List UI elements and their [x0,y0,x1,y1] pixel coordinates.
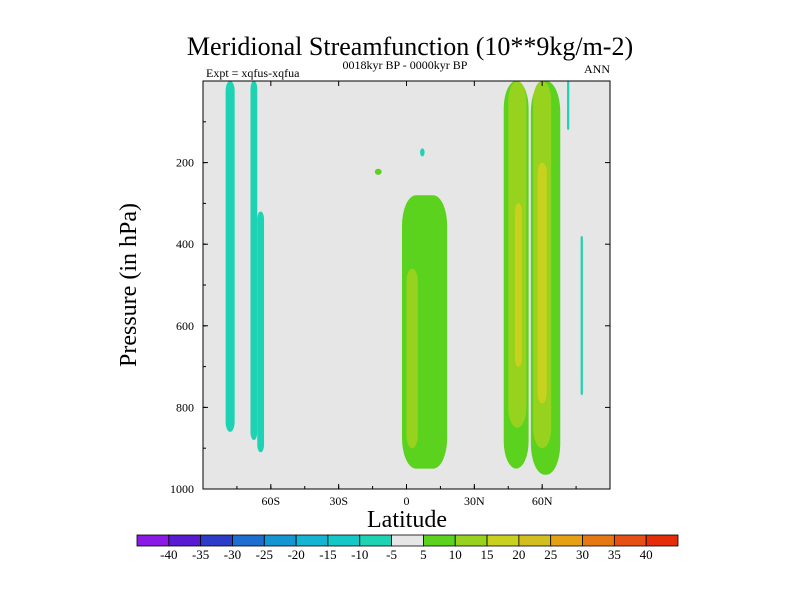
colorbar-box [263,534,297,547]
y-tick-label: 800 [176,400,194,414]
x-tick-label: 0 [404,494,410,508]
colorbar-box [550,534,583,547]
x-axis-label: Latitude [367,507,447,533]
colorbar: -40 -35 -30 -25 -20 -15 -10 -5 5 10 15 20 25 30 35 40 [136,534,679,562]
colorbar-label: 10 [449,547,462,562]
colorbar-box [518,534,552,547]
colorbar-label: -10 [351,547,368,562]
colorbar-label: -5 [386,547,397,562]
colorbar-box [582,534,615,547]
colorbar-box [327,534,361,547]
colorbar-label: -15 [319,547,336,562]
contour-region-15 [537,162,547,404]
colorbar-box [136,534,170,547]
colorbar-label: 30 [576,547,589,562]
contour-regions [225,81,583,475]
contour-region-3 [257,211,265,453]
contour-region-6 [580,236,583,396]
contour-region-1 [225,81,235,432]
colorbar-box [454,534,488,547]
colorbar-box [200,534,233,547]
y-tick-label: 400 [176,237,194,251]
colorbar-label: -20 [287,547,304,562]
colorbar-box [295,534,329,547]
contour-region-4 [420,148,425,157]
colorbar-label: 20 [512,547,525,562]
colorbar-box [645,534,679,547]
colorbar-label: 40 [640,547,653,562]
x-tick-label: 60N [532,494,553,508]
colorbar-label: -35 [192,547,209,562]
y-tick-label: 600 [176,319,194,333]
y-tick-label: 1000 [170,482,194,496]
colorbar-label: -30 [224,547,241,562]
x-tick-label: 30N [464,494,485,508]
contour-region-9 [406,268,418,449]
colorbar-box [232,534,265,547]
colorbar-box [391,534,424,547]
contour-region-2 [250,81,258,441]
colorbar-label: 35 [608,547,621,562]
season-label: ANN [584,62,610,76]
colorbar-label: 5 [420,547,427,562]
experiment-label: Expt = xqfus-xqfua [206,66,300,80]
colorbar-box [423,534,456,547]
colorbar-box [613,534,647,547]
contour-region-12 [515,203,522,367]
colorbar-box [486,534,520,547]
colorbar-label: -25 [256,547,273,562]
x-tick-label: 60S [261,494,280,508]
x-axis: 60S 30S 0 30N 60N [202,81,611,508]
colorbar-box [359,534,392,547]
x-tick-label: 30S [329,494,348,508]
contour-region-5 [567,81,570,130]
colorbar-label: 25 [544,547,557,562]
colorbar-label: -40 [160,547,177,562]
y-axis: 200 400 600 800 1000 [170,121,610,496]
contour-region-7 [374,168,382,175]
y-axis-label: Pressure (in hPa) [116,203,142,367]
y-tick-label: 200 [176,156,194,170]
colorbar-label: 15 [481,547,494,562]
colorbar-box [168,534,202,547]
chart-subtitle: 0018kyr BP - 0000kyr BP [343,58,468,72]
chart-title: Meridional Streamfunction (10**9kg/m-2) [187,32,633,61]
